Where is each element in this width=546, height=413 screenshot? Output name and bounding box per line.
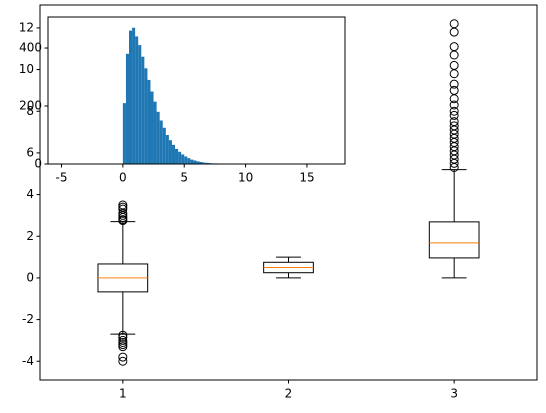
x-tick-label: 1 bbox=[119, 387, 127, 401]
bar bbox=[129, 30, 133, 165]
y-tick-label: 0 bbox=[26, 270, 34, 284]
bar bbox=[193, 160, 197, 164]
flier bbox=[449, 121, 459, 131]
y-tick-label: 8 bbox=[26, 104, 34, 118]
y-tick-label: -2 bbox=[22, 312, 34, 326]
bar bbox=[199, 161, 203, 164]
bar bbox=[202, 162, 206, 164]
bar bbox=[162, 127, 166, 164]
bar bbox=[138, 45, 142, 164]
flier bbox=[449, 110, 459, 120]
flier bbox=[118, 335, 128, 345]
flier bbox=[449, 60, 459, 70]
y-tick-label: 10 bbox=[19, 62, 34, 76]
flier bbox=[118, 204, 128, 214]
y-tick-label: 2 bbox=[26, 229, 34, 243]
bar bbox=[196, 161, 200, 164]
bar bbox=[165, 135, 169, 164]
bar bbox=[150, 91, 154, 164]
x-tick-label: 3 bbox=[450, 387, 458, 401]
box bbox=[428, 221, 480, 259]
axes-background bbox=[48, 17, 345, 164]
bar bbox=[205, 162, 209, 164]
y-tick-label: 0 bbox=[34, 157, 42, 171]
x-tick-label: 15 bbox=[299, 171, 314, 185]
flier bbox=[449, 117, 459, 127]
bar bbox=[122, 103, 126, 164]
flier bbox=[118, 356, 128, 366]
y-tick-label: 400 bbox=[19, 41, 42, 55]
x-tick-label: 0 bbox=[119, 171, 127, 185]
flier bbox=[118, 352, 128, 362]
bar bbox=[132, 27, 136, 164]
flier bbox=[118, 340, 128, 350]
axes-frame bbox=[39, 4, 538, 381]
x-tick-label: 10 bbox=[238, 171, 253, 185]
flier bbox=[449, 100, 459, 110]
x-tick-label: -5 bbox=[56, 171, 68, 185]
axes-frame bbox=[47, 16, 346, 165]
flier bbox=[118, 215, 128, 225]
bar bbox=[156, 111, 160, 164]
bar bbox=[144, 68, 148, 164]
flier bbox=[449, 19, 459, 29]
bar bbox=[125, 53, 129, 164]
flier bbox=[449, 106, 459, 116]
bar bbox=[184, 156, 188, 164]
bar bbox=[171, 144, 176, 164]
bar bbox=[153, 101, 157, 164]
bar bbox=[135, 36, 139, 164]
bar bbox=[181, 154, 185, 164]
flier bbox=[118, 342, 128, 352]
flier bbox=[118, 330, 128, 340]
y-tick-label: 6 bbox=[26, 145, 34, 159]
bar bbox=[159, 120, 163, 164]
bar bbox=[168, 140, 172, 164]
bar bbox=[187, 158, 191, 164]
x-tick-label: 5 bbox=[180, 171, 188, 185]
flier bbox=[449, 79, 459, 89]
flier bbox=[118, 332, 128, 342]
flier bbox=[118, 338, 128, 347]
y-tick-label: 12 bbox=[19, 20, 34, 34]
flier bbox=[449, 42, 459, 52]
x-tick-label: 2 bbox=[285, 387, 293, 401]
y-tick-label: 200 bbox=[19, 99, 42, 113]
bar bbox=[178, 151, 182, 164]
bar bbox=[147, 79, 151, 164]
flier bbox=[118, 200, 128, 210]
bar bbox=[175, 148, 179, 164]
bar bbox=[190, 159, 194, 164]
flier bbox=[449, 85, 459, 95]
bar bbox=[141, 56, 145, 164]
y-tick-label: -4 bbox=[22, 354, 34, 368]
flier bbox=[118, 202, 128, 212]
y-tick-label: 4 bbox=[26, 187, 34, 201]
